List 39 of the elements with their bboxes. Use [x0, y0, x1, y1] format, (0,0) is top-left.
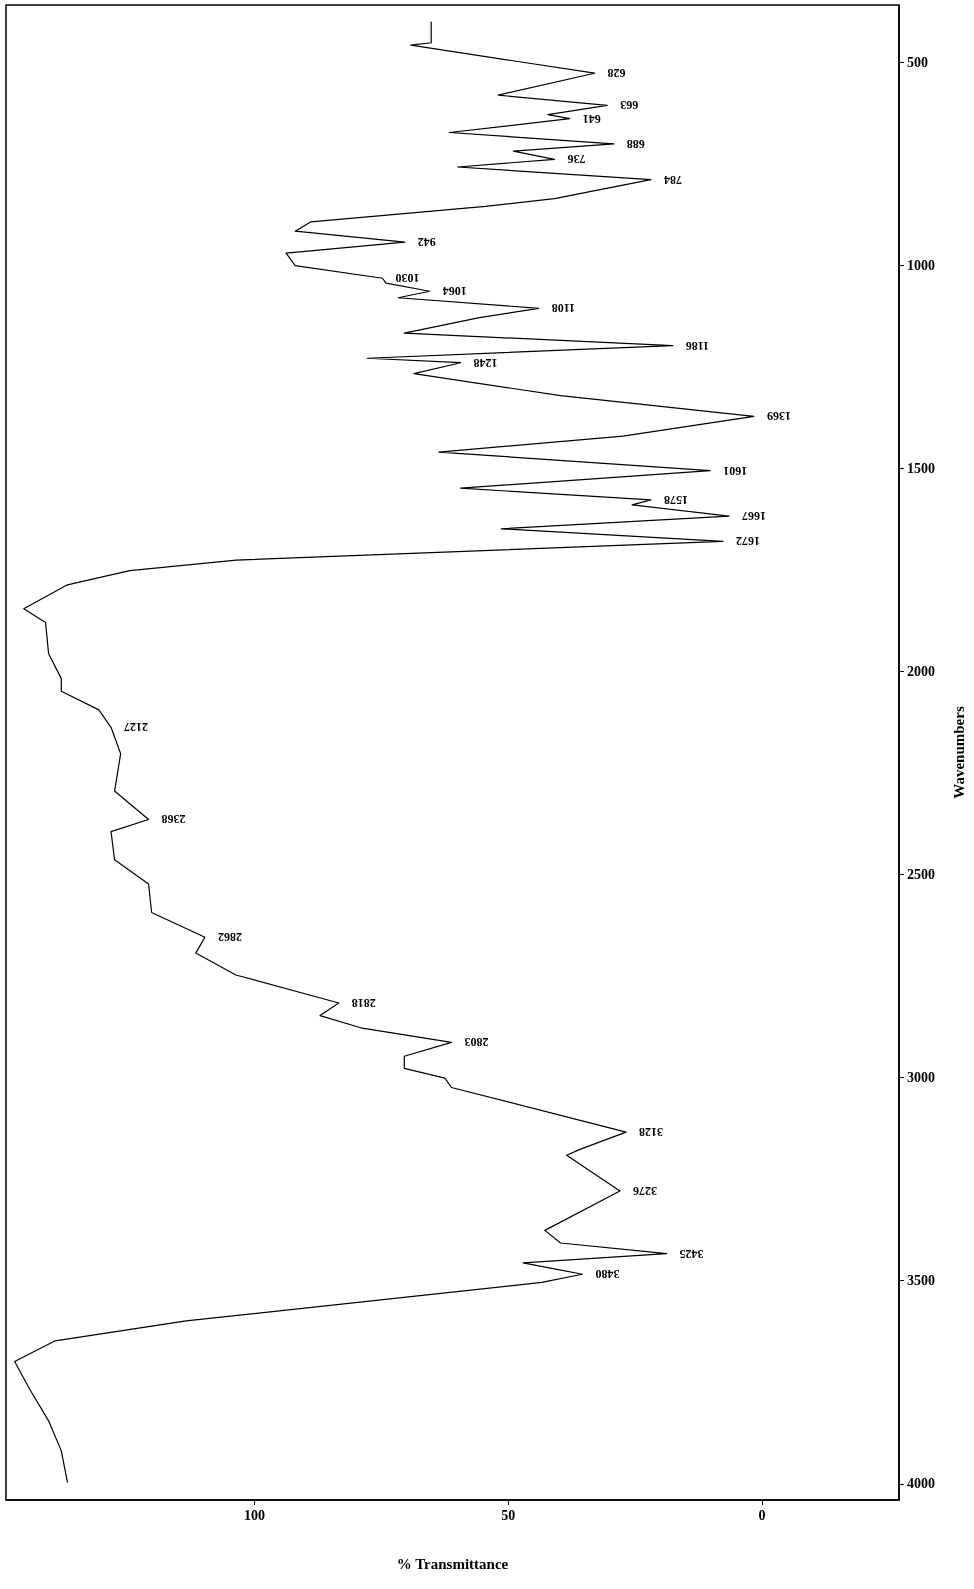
annotation: 1064 [442, 284, 467, 299]
annotation: 1108 [551, 301, 576, 316]
annotation: 1030 [395, 271, 420, 286]
annotation: 2127 [124, 720, 149, 735]
y-tick-label: 3000 [907, 1070, 935, 1086]
annotation: 1667 [742, 509, 767, 524]
annotation: 1672 [735, 534, 760, 549]
annotation: 1601 [723, 463, 748, 478]
annotation: 2818 [351, 996, 376, 1011]
y-tick-label: 500 [907, 55, 928, 71]
annotation: 2368 [161, 812, 186, 827]
annotation: 3276 [632, 1184, 657, 1199]
y-axis-title: Wavenumbers [950, 706, 967, 799]
y-tick-label: 2500 [907, 867, 935, 883]
annotation: 2862 [217, 930, 242, 945]
annotation: 1369 [766, 409, 791, 424]
y-tick-label: 1000 [907, 258, 935, 274]
annotation: 1578 [663, 492, 688, 507]
x-tick-label: 0 [758, 1507, 766, 1523]
x-tick-label: 100 [244, 1507, 266, 1523]
x-tick-label: 50 [501, 1507, 516, 1523]
annotation: 628 [607, 66, 626, 81]
annotation: 784 [663, 172, 682, 187]
annotation: 736 [567, 152, 586, 167]
annotation: 663 [620, 98, 639, 113]
y-tick-label: 2000 [907, 664, 935, 680]
annotation: 641 [582, 111, 601, 126]
y-tick-label: 3500 [907, 1273, 935, 1289]
y-tick-label: 1500 [907, 461, 935, 477]
annotation: 942 [417, 235, 436, 250]
annotation: 3480 [595, 1267, 620, 1282]
annotation: 3425 [679, 1246, 704, 1261]
annotation: 688 [626, 136, 645, 151]
annotation: 1248 [473, 355, 498, 370]
annotation: 1186 [685, 338, 710, 353]
y-tick-label: 4000 [907, 1476, 935, 1492]
annotation: 3128 [639, 1125, 664, 1140]
x-axis-title: % Transmittance [396, 1555, 509, 1572]
annotation: 2803 [464, 1035, 489, 1050]
